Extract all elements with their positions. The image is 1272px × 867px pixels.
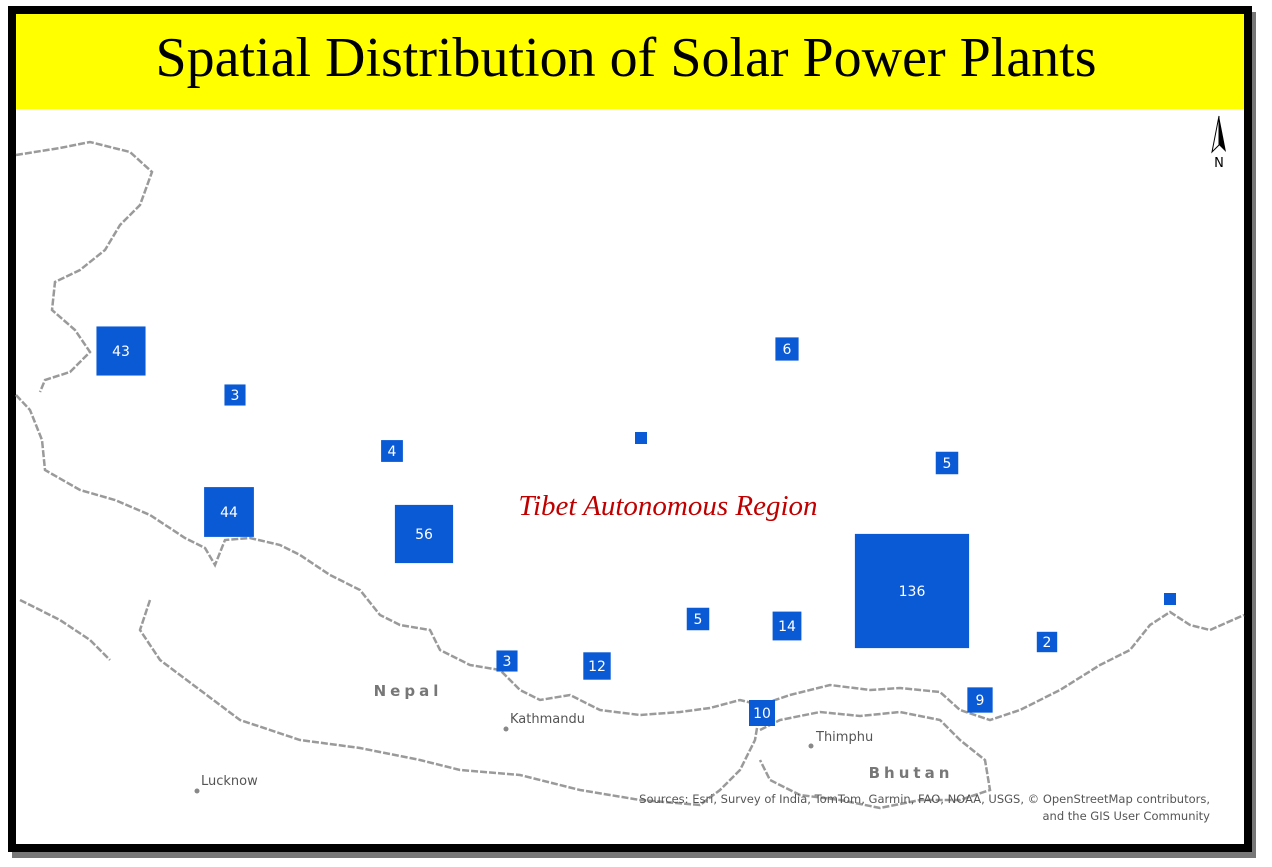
country-label: Bhutan: [869, 764, 954, 782]
city-dot: [808, 743, 814, 749]
plant-marker: [96, 326, 146, 376]
plant-count: 136: [899, 584, 926, 600]
city-label: Lucknow: [201, 774, 258, 789]
plant-marker: [854, 533, 970, 649]
plant-marker: [1036, 631, 1058, 653]
plant-marker: [935, 451, 959, 475]
plant-marker: [686, 607, 710, 631]
plant-marker: [583, 652, 611, 680]
plant-marker: [381, 440, 403, 462]
plant-count: 44: [220, 505, 238, 521]
attribution: and the GIS User Community: [1042, 809, 1210, 823]
plant-marker: [1164, 593, 1176, 605]
plant-count: 2: [1043, 635, 1052, 651]
plant-marker: [224, 384, 246, 406]
plant-count: 43: [112, 344, 130, 360]
country-label: Nepal: [374, 682, 443, 700]
plant-count: 6: [783, 342, 792, 358]
plant-marker: [749, 700, 775, 726]
city-label: Kathmandu: [510, 712, 585, 727]
plant-count: 5: [694, 612, 703, 628]
plant-marker: [967, 687, 993, 713]
plant-count: 56: [415, 527, 433, 543]
plant-marker: [496, 650, 518, 672]
title-bar: [16, 14, 1244, 109]
plant-count: 12: [588, 659, 606, 675]
north-arrow: N: [1211, 115, 1226, 171]
plant-count: 14: [778, 619, 796, 635]
plant-count: 9: [976, 693, 985, 709]
plant-marker: [394, 504, 454, 564]
city-dot: [194, 788, 200, 794]
plant-marker: [772, 611, 802, 641]
plant-count: 10: [753, 706, 771, 722]
plant-marker: [635, 432, 647, 444]
title: Spatial Distribution of Solar Power Plan…: [155, 27, 1096, 89]
north-label: N: [1214, 156, 1224, 171]
plant-count: 4: [388, 444, 397, 460]
attribution: Sources: Esri, Survey of India, TomTom, …: [639, 792, 1210, 806]
region-label: Tibet Autonomous Region: [518, 490, 817, 522]
map-area: [16, 14, 1244, 844]
plant-count: 3: [503, 654, 512, 670]
plant-marker: [775, 337, 799, 361]
plant-count: 5: [943, 456, 952, 472]
city-label: Thimphu: [815, 730, 873, 745]
plant-marker: [204, 487, 254, 537]
plant-count: 3: [231, 388, 240, 404]
borders: [15, 140, 1245, 810]
city-dot: [503, 726, 509, 732]
